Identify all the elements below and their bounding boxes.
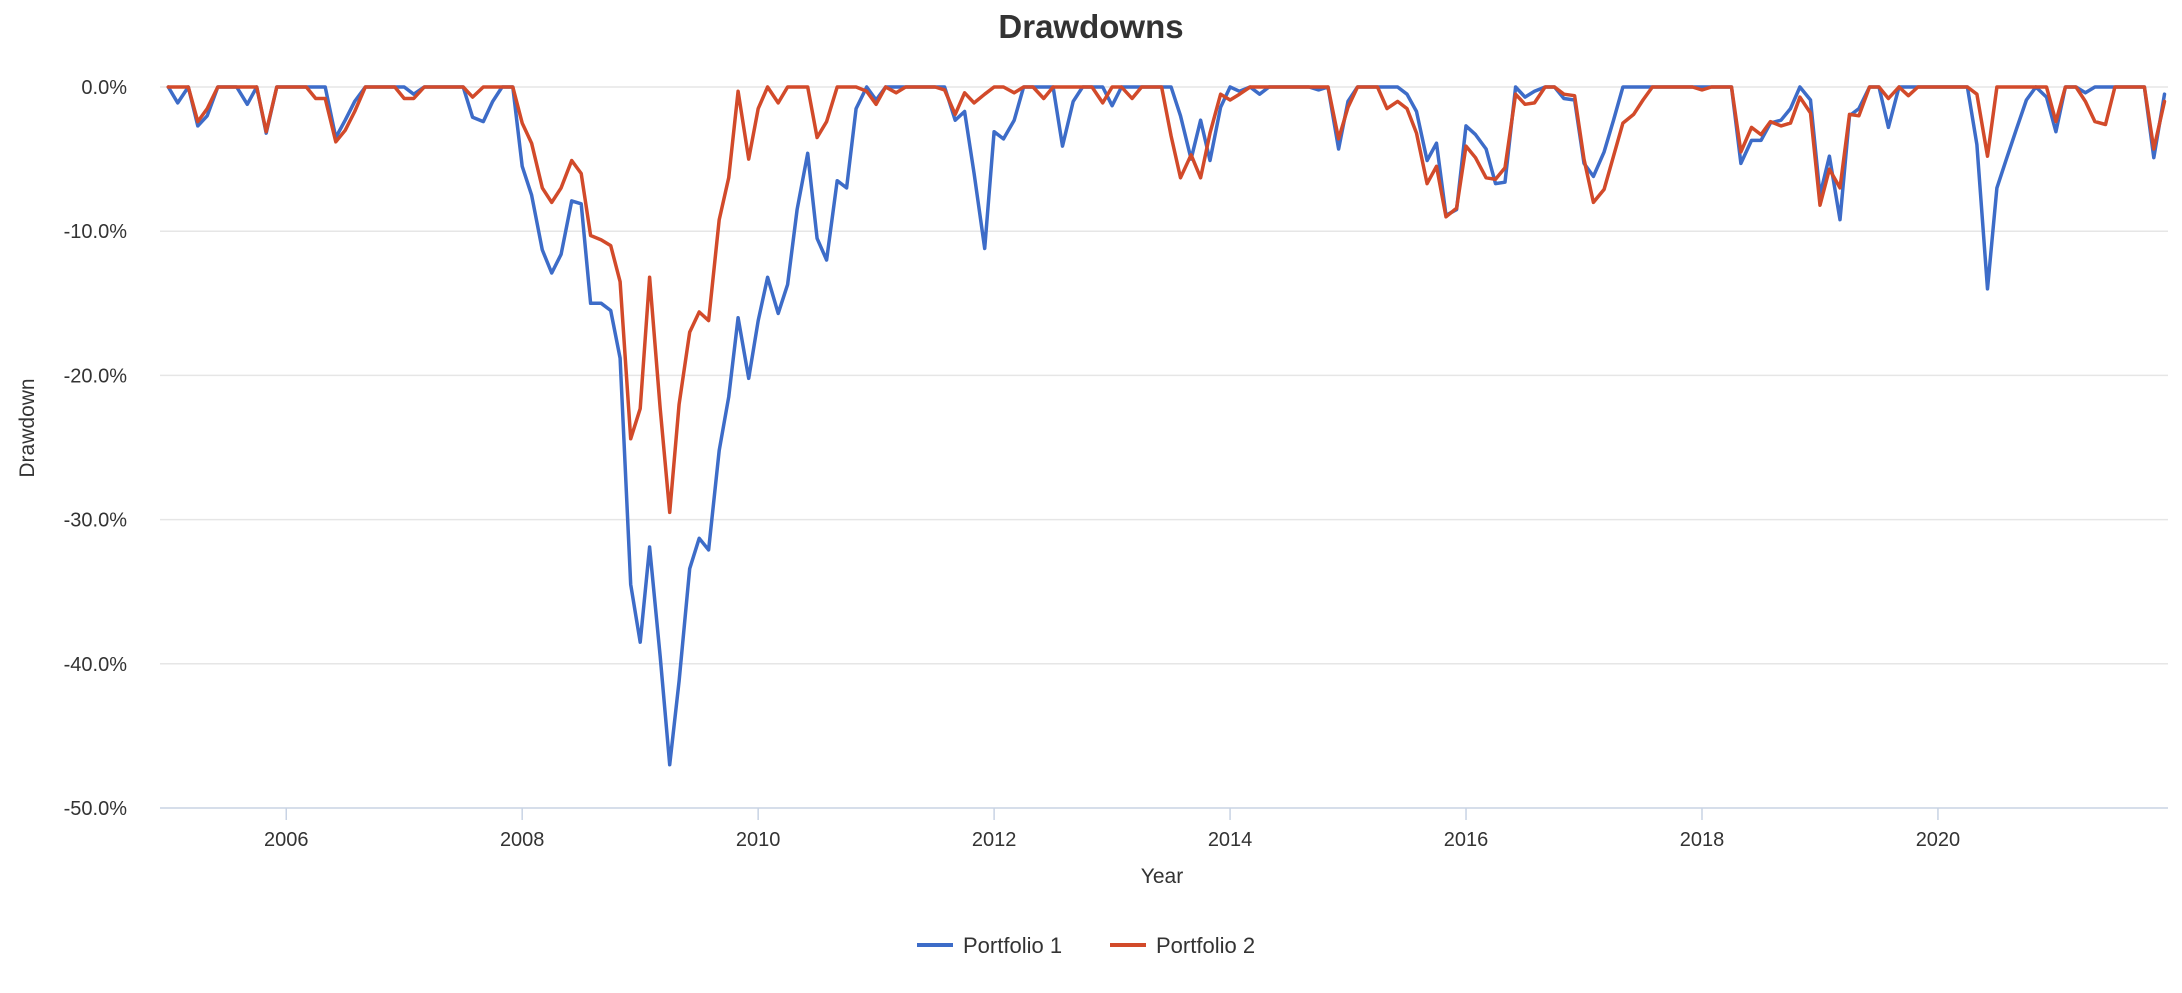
x-tick-label: 2014 [1208, 829, 1253, 851]
y-tick-label: -20.0% [64, 365, 128, 387]
x-tick-label: 2008 [500, 829, 545, 851]
y-tick-label: 0.0% [81, 77, 127, 99]
x-axis-label: Year [1141, 865, 1183, 888]
y-tick-label: -40.0% [64, 654, 128, 676]
y-tick-label: -50.0% [64, 798, 128, 820]
y-tick-label: -10.0% [64, 221, 128, 243]
series-line-portfolio-2 [166, 85, 2167, 515]
y-axis-label: Drawdown [16, 378, 39, 477]
x-tick-label: 2010 [736, 829, 781, 851]
y-axis-ticks: 0.0% -10.0% -20.0% -30.0% -40.0% -50.0% [64, 77, 128, 820]
legend-label: Portfolio 2 [1156, 933, 1255, 958]
x-tick-label: 2012 [972, 829, 1017, 851]
y-tick-label: -30.0% [64, 510, 128, 532]
x-axis-ticks: 2006 2008 2010 2012 2014 2016 2018 2020 [264, 808, 1960, 851]
chart-title: Drawdowns [998, 8, 1183, 45]
x-tick-label: 2020 [1916, 829, 1961, 851]
legend-label: Portfolio 1 [963, 933, 1062, 958]
x-tick-label: 2006 [264, 829, 309, 851]
x-tick-label: 2016 [1444, 829, 1489, 851]
legend-item-portfolio-1[interactable]: Portfolio 1 [917, 933, 1062, 958]
series-line-portfolio-1 [166, 85, 2167, 767]
series-lines [166, 85, 2167, 767]
legend[interactable]: Portfolio 1 Portfolio 2 [917, 933, 1255, 958]
x-tick-label: 2018 [1680, 829, 1725, 851]
legend-item-portfolio-2[interactable]: Portfolio 2 [1110, 933, 1255, 958]
grid-lines [160, 86, 2168, 665]
